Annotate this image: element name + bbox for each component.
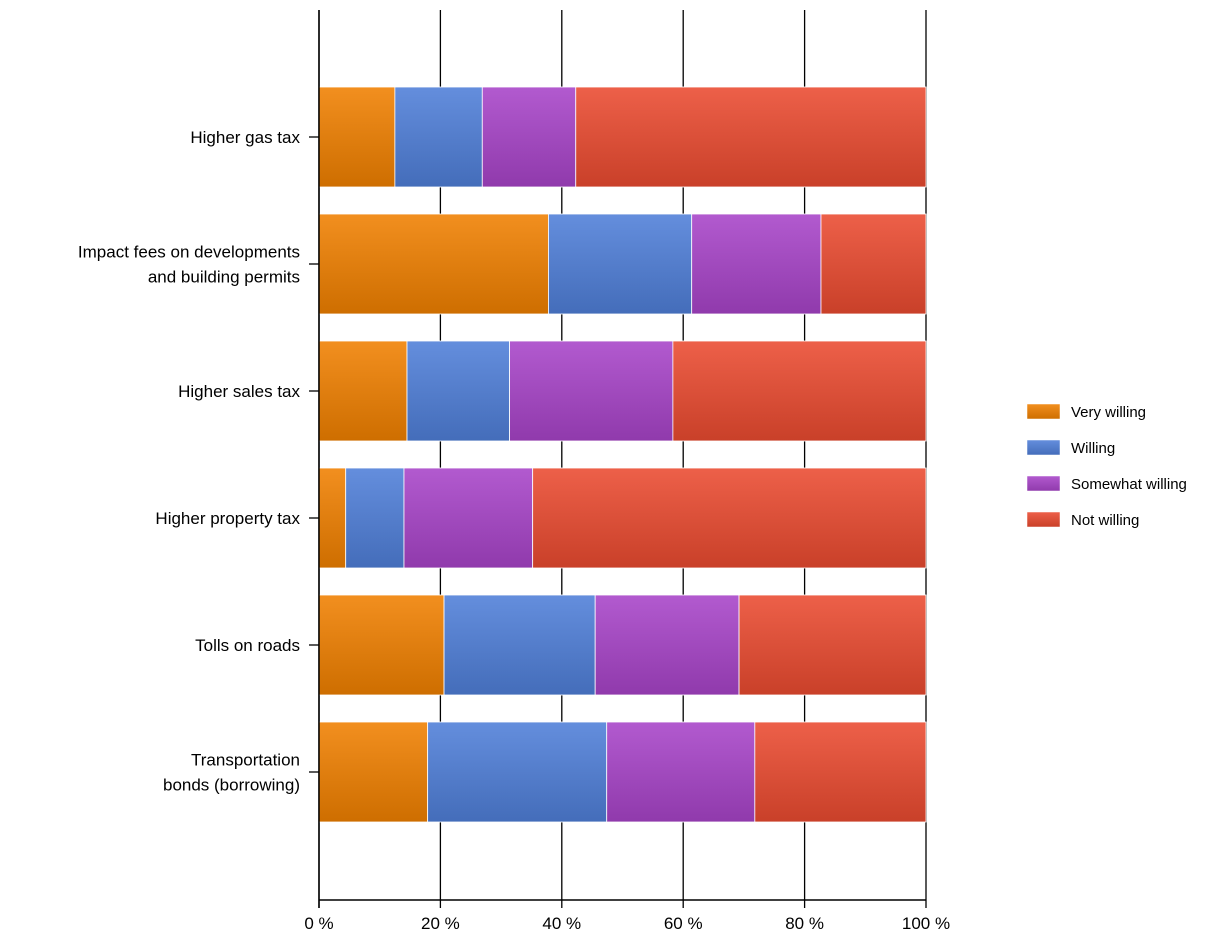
category-label: Tolls on roads [195,636,300,655]
axes [309,10,926,908]
bar-segment [318,86,396,188]
legend-label: Not willing [1071,512,1139,529]
category-label: and building permits [148,268,300,287]
bar-segment [672,340,927,442]
category-label: Higher property tax [155,509,300,528]
legend-label: Very willing [1071,404,1146,421]
bar-segment [594,594,740,696]
bar-segment [509,340,674,442]
x-tick-label: 60 % [664,914,703,933]
legend-label: Willing [1071,440,1115,457]
bar-segment [532,467,927,569]
bar-segment [406,340,510,442]
bar-segment [345,467,405,569]
bar-segment [575,86,927,188]
legend-swatch [1026,475,1061,492]
x-tick-label: 0 % [304,914,333,933]
legend-swatch [1026,439,1061,456]
x-tick-label: 80 % [785,914,824,933]
x-tick-labels: 0 % 20 % 40 % 60 % 80 % 100 % [304,914,950,933]
bar-segment [443,594,596,696]
bar-segment [318,340,408,442]
bar-segment [754,721,927,823]
bar-segment [820,213,927,315]
category-labels: Higher gas tax Impact fees on development… [78,128,301,795]
bar-segment [318,721,429,823]
x-tick-label: 20 % [421,914,460,933]
bar-segment [403,467,534,569]
legend-swatch [1026,511,1061,528]
category-label: Transportation [191,751,300,770]
bar-segment [606,721,756,823]
bar-segment [318,213,549,315]
category-label: Higher gas tax [190,128,300,147]
x-tick-label: 100 % [902,914,950,933]
bar-segment [394,86,483,188]
bar-segment [548,213,693,315]
legend: Very willing Willing Somewhat willing Not w… [1026,403,1187,529]
x-tick-label: 40 % [542,914,581,933]
category-label: bonds (borrowing) [163,776,300,795]
bar-segment [738,594,927,696]
bar-segment [318,467,347,569]
legend-label: Somewhat willing [1071,476,1187,493]
bar-segment [427,721,608,823]
category-label: Impact fees on developments [78,243,300,262]
bar-segment [481,86,577,188]
legend-swatch [1026,403,1061,420]
bar-segment [318,594,445,696]
category-label: Higher sales tax [178,382,300,401]
bar-segment [691,213,822,315]
bars [318,86,927,823]
